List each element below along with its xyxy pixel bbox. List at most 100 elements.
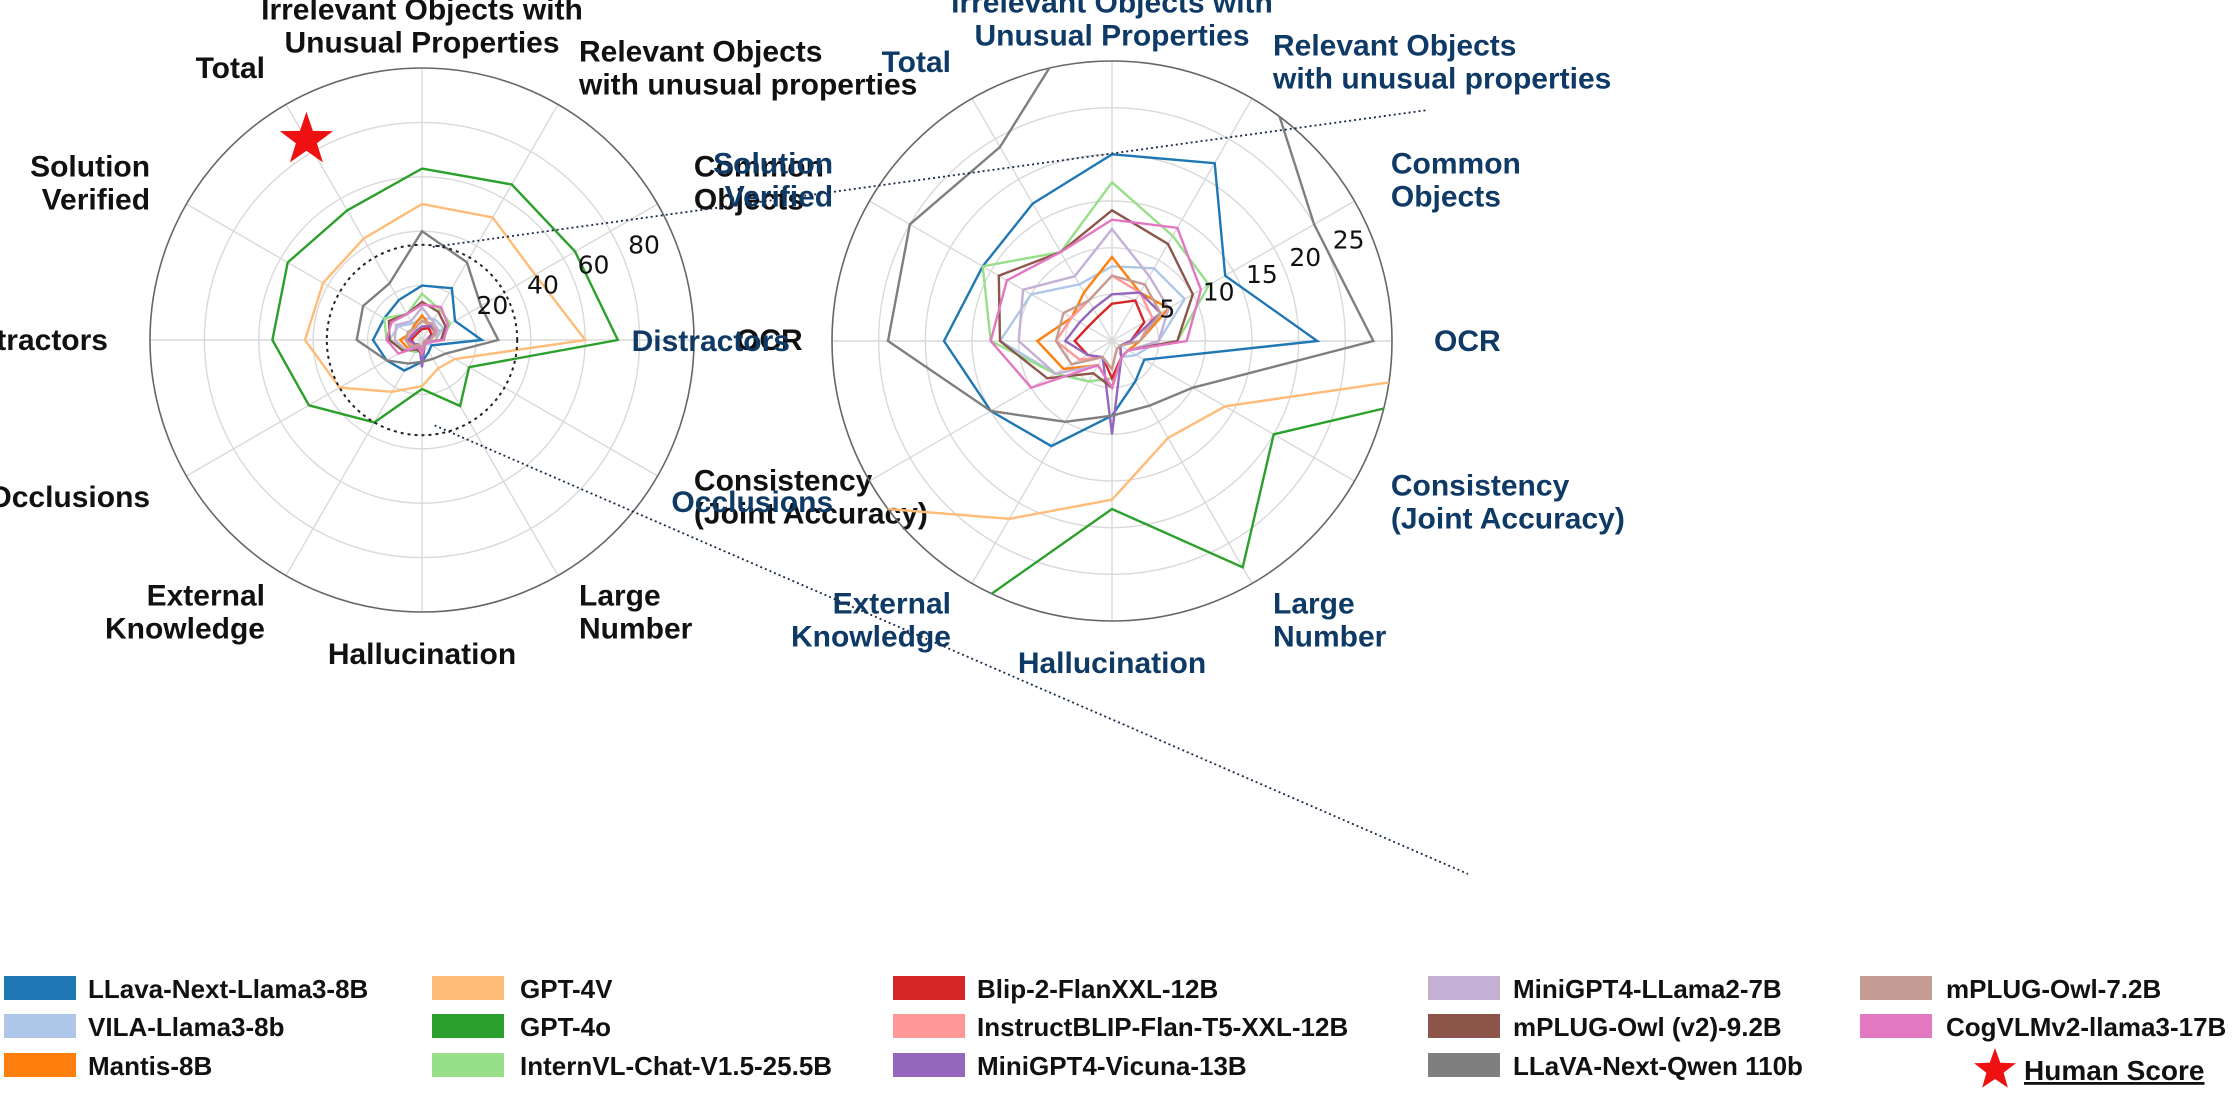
series-blip-2-flanxxl-12b <box>1073 299 1146 382</box>
zoom-circle <box>325 243 519 437</box>
legend-swatch-llava-next-llama3-8b <box>4 976 76 1000</box>
legend-label-human-score: Human Score <box>2024 1055 2205 1086</box>
axis-label-line: Number <box>579 612 693 645</box>
human-score-star-icon <box>279 111 333 163</box>
axis-label-distractors: Distractors <box>0 324 108 357</box>
axis-label-hallucination: Hallucination <box>328 638 516 671</box>
legend-swatch-mplug-owl-v2-9-2b <box>1428 1014 1500 1038</box>
axis-label-irrelevant-objects-with-unusual-properties: Irrelevant Objects with Unusual Propertie… <box>261 0 583 60</box>
legend-swatch-internvl-chat-v1-5-25-5b <box>432 1053 504 1077</box>
axis-label-occlusions: Occlusions <box>671 486 833 519</box>
axis-label-external-knowledge: External Knowledge <box>791 587 951 653</box>
axis-label-large-number: Large Number <box>1273 587 1387 653</box>
legend-label-gpt-4v: GPT-4V <box>520 974 613 1004</box>
outer-frame <box>149 67 695 613</box>
left-radar-chart: 20 40 60 80 Irrelevant Objects with Unusual P… <box>0 0 928 671</box>
series-gpt-4o <box>832 61 1392 621</box>
tick-label: 20 <box>1289 243 1321 272</box>
axis-label-line: Consistency <box>1391 470 1570 503</box>
legend-swatch-mplug-owl-7-2b <box>1860 976 1932 1000</box>
tick-label: 5 <box>1159 295 1175 324</box>
axis-label-total: Total <box>882 46 951 79</box>
axis-label-line: Large <box>579 579 661 612</box>
grid-spoke <box>421 339 658 477</box>
series-mplug-owl-7-2b <box>1054 274 1162 372</box>
legend-label-llava-next-qwen-110b: LLaVA-Next-Qwen 110b <box>1513 1051 1803 1081</box>
axis-label-line: Occlusions <box>0 481 150 514</box>
axis-label-relevant-objects-with-unusual-properties: Relevant Objects with unusual properties <box>1272 30 1611 96</box>
legend-label-mplug-owl-7-2b: mPLUG-Owl-7.2B <box>1946 974 2161 1004</box>
right-radar-chart: 5 10 15 20 25 Irrelevant Objects with Unusual … <box>632 0 1625 680</box>
legend-label-vila-llama3-8b: VILA-Llama3-8b <box>88 1012 285 1042</box>
outer-frame <box>831 60 1393 622</box>
series-llava-next-qwen-110b <box>355 229 500 365</box>
legend-swatch-llava-next-qwen-110b <box>1428 1053 1500 1077</box>
tick-label: 10 <box>1203 277 1235 306</box>
legend-label-internvl-chat-v1-5-25-5b: InternVL-Chat-V1.5-25.5B <box>520 1051 832 1081</box>
grid-spoke <box>421 104 559 341</box>
axis-label-large-number: Large Number <box>579 579 693 645</box>
axis-label-line: Hallucination <box>328 638 516 671</box>
series-cogvlmv2-llama3-17b <box>385 303 450 357</box>
axis-label-consistency-joint-accuracy: Consistency (Joint Accuracy) <box>694 465 928 531</box>
axis-label-line: Large <box>1273 587 1355 620</box>
axis-label-line: Verified <box>42 184 150 217</box>
series-gpt-4v <box>303 202 588 394</box>
axis-label-line: External <box>833 587 951 620</box>
axis-label-line: Irrelevant Objects with <box>951 0 1273 20</box>
axis-label-line: Relevant Objects <box>1273 30 1516 63</box>
legend-swatch-instructblip-flan-t5-xxl-12b <box>893 1014 965 1038</box>
axis-label-line: Solution <box>30 151 150 184</box>
axis-label-consistency-joint-accuracy: Consistency (Joint Accuracy) <box>1391 470 1625 536</box>
axis-label-line: Number <box>1273 620 1387 653</box>
grid-spoke <box>1111 340 1355 482</box>
legend-label-minigpt4-vicuna-13b: MiniGPT4-Vicuna-13B <box>977 1051 1247 1081</box>
axis-label-line: Unusual Properties <box>284 27 559 60</box>
axis-label-line: Relevant Objects <box>579 36 822 69</box>
series-gpt-4o <box>271 167 620 424</box>
tick-label: 60 <box>578 251 610 280</box>
axis-label-line: Knowledge <box>791 620 951 653</box>
axis-label-line: Irrelevant Objects with <box>261 0 583 27</box>
axis-label-total: Total <box>196 52 265 85</box>
axis-label-line: Total <box>882 46 951 79</box>
legend-swatch-minigpt4-llama2-7b <box>1428 976 1500 1000</box>
legend-label-llava-next-llama3-8b: LLava-Next-Llama3-8B <box>88 974 368 1004</box>
axis-label-line: Objects <box>1391 181 1501 214</box>
legend-label-mplug-owl-v2-9-2b: mPLUG-Owl (v2)-9.2B <box>1513 1012 1782 1042</box>
axis-label-line: (Joint Accuracy) <box>694 498 928 531</box>
axis-label-occlusions: Occlusions <box>0 481 150 514</box>
axis-label-line: Objects <box>694 184 804 217</box>
axis-label-line: Hallucination <box>1018 647 1206 680</box>
series-llava-next-qwen-110b <box>886 61 1376 424</box>
axis-label-line: Unusual Properties <box>974 20 1249 53</box>
series-gpt-4v <box>832 61 1392 521</box>
tick-label: 25 <box>1333 226 1365 255</box>
axis-label-line: OCR <box>1434 325 1501 358</box>
grid-spoke <box>285 339 423 576</box>
series-cogvlmv2-llama3-17b <box>989 218 1203 391</box>
legend-label-minigpt4-llama2-7b: MiniGPT4-LLama2-7B <box>1513 974 1782 1004</box>
legend-swatch-gpt-4v <box>432 976 504 1000</box>
axis-label-line: OCR <box>736 324 803 357</box>
axis-label-external-knowledge: External Knowledge <box>105 579 265 645</box>
axis-label-common-objects: Common Objects <box>1391 148 1521 214</box>
grid-spoke <box>971 98 1113 342</box>
axis-label-line: Total <box>196 52 265 85</box>
grid-spoke <box>421 339 559 576</box>
legend-swatch-gpt-4o <box>432 1014 504 1038</box>
legend-label-mantis-8b: Mantis-8B <box>88 1051 212 1081</box>
axis-label-line: (Joint Accuracy) <box>1391 503 1625 536</box>
axis-label-relevant-objects-with-unusual-properties: Relevant Objects with unusual properties <box>578 36 917 102</box>
tick-label: 20 <box>477 291 509 320</box>
legend-swatch-minigpt4-vicuna-13b <box>893 1053 965 1077</box>
axis-label-line: Verified <box>725 181 833 214</box>
axis-label-line: Distractors <box>0 324 108 357</box>
legend: LLava-Next-Llama3-8B VILA-Llama3-8b Mantis… <box>0 963 2240 1100</box>
axis-label-common-objects: Common Objects <box>694 151 824 217</box>
legend-swatch-mantis-8b <box>4 1053 76 1077</box>
legend-label-blip-2-flanxxl-12b: Blip-2-FlanXXL-12B <box>977 974 1218 1004</box>
axis-label-line: External <box>147 579 265 612</box>
legend-swatch-vila-llama3-8b <box>4 1014 76 1038</box>
